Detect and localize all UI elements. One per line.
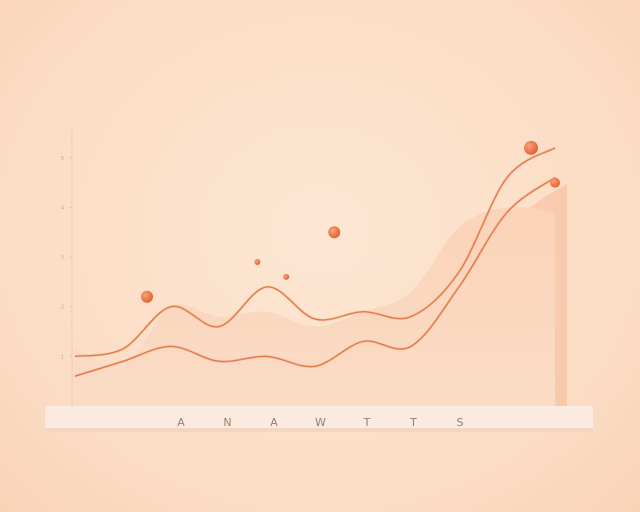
- y-tick-label: 3: [61, 255, 64, 261]
- scatter-point: [524, 140, 538, 155]
- base-platform: [45, 406, 593, 430]
- caption-letter: W: [315, 416, 326, 429]
- caption-letter: S: [457, 416, 464, 429]
- caption-letter: A: [270, 416, 278, 429]
- scatter-points: [141, 140, 560, 303]
- y-tick-label: 5: [61, 156, 64, 162]
- scatter-point: [328, 226, 341, 239]
- scatter-point: [141, 290, 153, 303]
- caption-letter: T: [409, 416, 417, 429]
- area-front: [75, 206, 555, 406]
- series-line-1: [74, 147, 556, 358]
- caption-letter: T: [363, 416, 371, 429]
- base-platform-shadow: [45, 428, 593, 432]
- y-tick-label: 2: [61, 305, 64, 311]
- scatter-point: [283, 273, 290, 280]
- caption-letter: N: [223, 416, 231, 429]
- caption-letter: A: [177, 416, 185, 429]
- scatter-point: [550, 177, 560, 188]
- y-tick-label: 4: [61, 205, 64, 211]
- scatter-point: [254, 259, 261, 266]
- series-line-2: [74, 177, 556, 377]
- y-axis-ticks: 1 2 3 4 5: [61, 156, 72, 360]
- y-tick-label: 1: [61, 354, 64, 360]
- series-lines: [74, 146, 556, 378]
